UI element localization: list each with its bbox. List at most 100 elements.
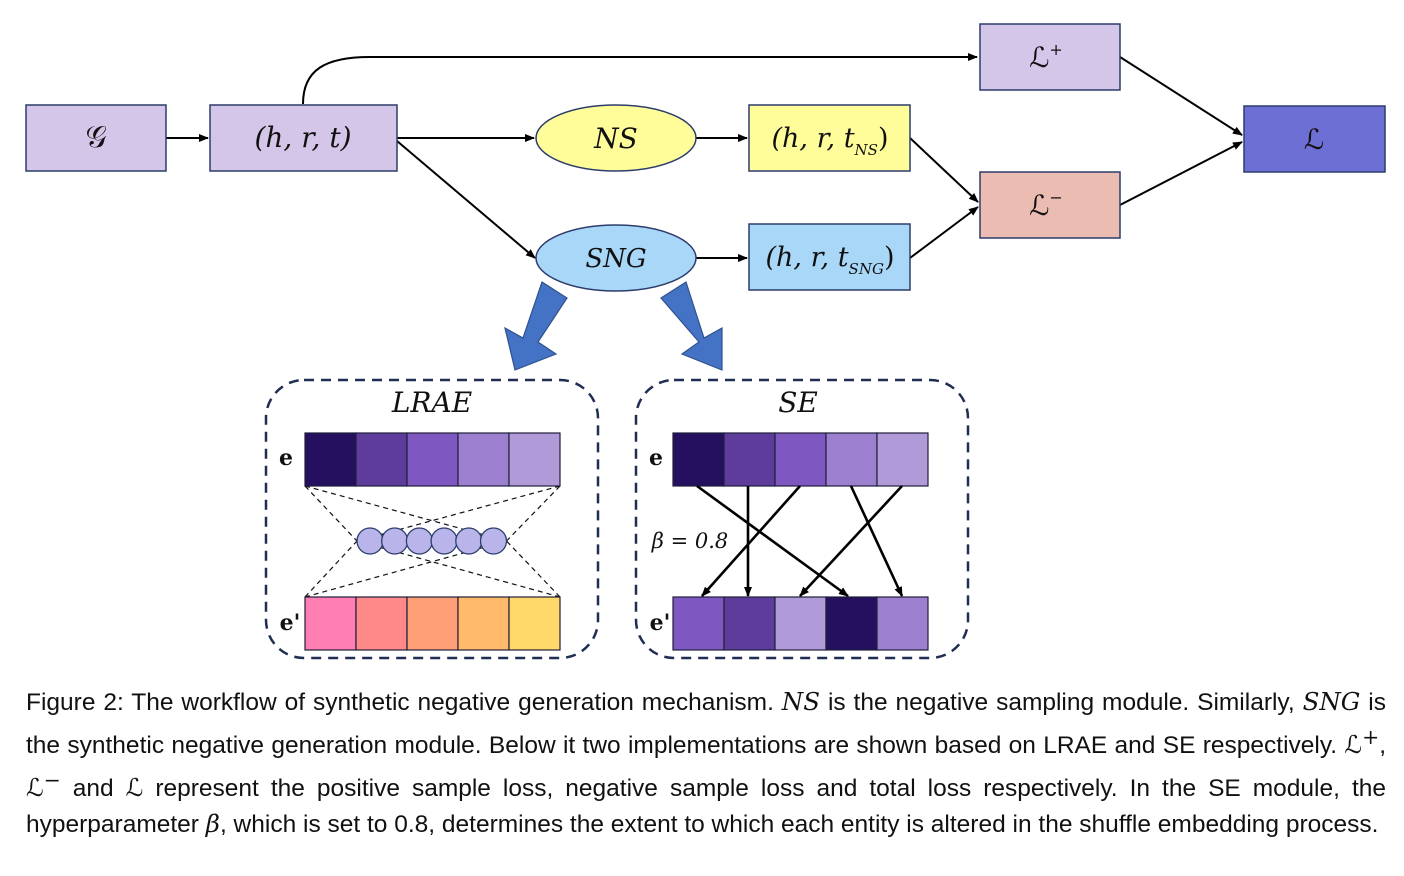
caption-part-3: is the synthetic negative generation mod… [26,689,1386,760]
se-output-cell [825,596,878,651]
triple-ns-close: ) [878,123,889,154]
lrae-output-vector [304,596,561,651]
latent-unit [356,527,384,555]
arrow-triple-ns-to-loss-neg [909,137,979,203]
caption-part-5: , which is set to 0.8, determines the ex… [219,811,1379,839]
lrae-input-label: e [279,445,293,471]
arrow-triple-sng-to-loss-neg [909,206,979,259]
se-shuffle-arrow [696,484,849,598]
se-input-cell [825,432,878,487]
se-output-label: e' [650,610,671,636]
triple-sng-close: ) [884,242,895,273]
latent-unit [479,527,508,555]
loss-pos-sup: + [1049,40,1062,59]
node-graph-label: 𝒢 [85,120,106,155]
caption-part-1: Figure 2: The workflow of synthetic nega… [26,689,782,716]
node-loss-negative: ℒ− [979,171,1121,239]
triple-sng-sub: SNG [849,260,884,278]
block-arrows [504,281,723,371]
lrae-input-cell [406,432,459,487]
lrae-output-cell [304,596,357,651]
latent-unit [381,527,409,555]
se-output-vector [672,596,929,651]
flow-arrows [166,53,1243,262]
se-output-cell [672,596,725,651]
caption-loss-pos-sup: + [1362,725,1380,749]
se-shuffle-arrow [799,485,903,597]
se-shuffle-arrow [701,485,801,597]
arrow-loss-pos-to-loss [1119,56,1243,136]
lrae-output-label: e' [280,610,301,636]
node-loss-total: ℒ [1243,105,1386,173]
lrae-output-cell [355,596,408,651]
caption-loss-neg-sup: − [43,768,61,793]
caption-part-4: represent the positive sample loss, nega… [26,775,1386,839]
lrae-output-cell [406,596,459,651]
se-input-cell [672,432,725,487]
svg-text:(h, r, tNS): (h, r, tNS) [772,123,889,159]
svg-text:ℒ+: ℒ+ [1029,40,1063,74]
loss-total-label: ℒ [1304,123,1324,156]
lrae-input-cell [508,432,561,487]
loss-neg-base: ℒ [1029,189,1049,222]
lrae-input-cell [355,432,408,487]
caption-sng: SNG [1302,687,1361,716]
se-beta-label: β = 0.8 [651,529,728,553]
node-ns: NS [535,104,697,172]
node-loss-positive: ℒ+ [979,23,1121,91]
arrow-triple-to-loss-pos [302,53,978,105]
caption-ns: NS [781,687,821,716]
node-triple-sng: (h, r, tSNG) [748,223,911,291]
block-arrow-to-se [660,281,723,371]
lrae-output-cell [457,596,510,651]
figure-caption: Figure 2: The workflow of synthetic nega… [26,684,1386,842]
latent-unit [455,527,483,555]
node-graph: 𝒢 [25,104,167,172]
block-arrow-to-lrae [504,281,568,371]
se-input-label: e [649,445,663,471]
lrae-latent-layer [356,527,508,555]
latent-unit [430,527,458,555]
se-output-cell [876,596,929,651]
lrae-link-line [506,540,561,598]
workflow-diagram: 𝒢 (h, r, t) NS SNG (h, r, tNS) (h, r, tS… [25,23,1386,660]
se-title: SE [778,386,818,419]
lrae-link-line [506,485,561,542]
module-se: SE e e' β = 0.8 [634,378,970,660]
caption-and: and [60,775,126,803]
node-ns-label: NS [593,122,638,155]
se-input-vector [672,432,929,487]
lrae-output-cell [508,596,561,651]
node-sng-label: SNG [585,244,646,274]
lrae-input-vector [304,432,561,487]
lrae-link-line [304,485,358,542]
se-output-cell [723,596,776,651]
svg-text:(h, r, tSNG): (h, r, tSNG) [766,242,895,278]
arrow-loss-neg-to-loss [1119,141,1243,206]
latent-unit [405,527,434,555]
se-input-cell [723,432,776,487]
lrae-input-cell [457,432,510,487]
node-triple-ns: (h, r, tNS) [748,104,911,172]
node-triple-label: (h, r, t) [254,121,351,154]
caption-comma: , [1379,732,1386,760]
se-output-cell [774,596,827,651]
node-triple: (h, r, t) [209,104,398,172]
triple-ns-sub: NS [854,141,878,159]
se-input-cell [876,432,929,487]
lrae-title: LRAE [391,386,472,419]
lrae-input-cell [304,432,357,487]
caption-beta: β [205,809,220,839]
se-shuffle-arrow [849,485,904,597]
module-lrae: LRAE e e' [264,378,600,660]
caption-part-2: is the negative sampling module. Similar… [820,689,1303,716]
triple-sng-main: (h, r, t [766,242,849,273]
lrae-link-line [304,540,358,598]
loss-pos-base: ℒ [1029,41,1049,74]
se-shuffle-arrows [696,484,904,598]
caption-loss-pos: ℒ [1344,730,1363,760]
arrow-triple-to-sng [396,140,536,259]
triple-ns-main: (h, r, t [772,123,855,154]
caption-loss-neg: ℒ [26,773,44,803]
loss-neg-sup: − [1049,188,1062,207]
